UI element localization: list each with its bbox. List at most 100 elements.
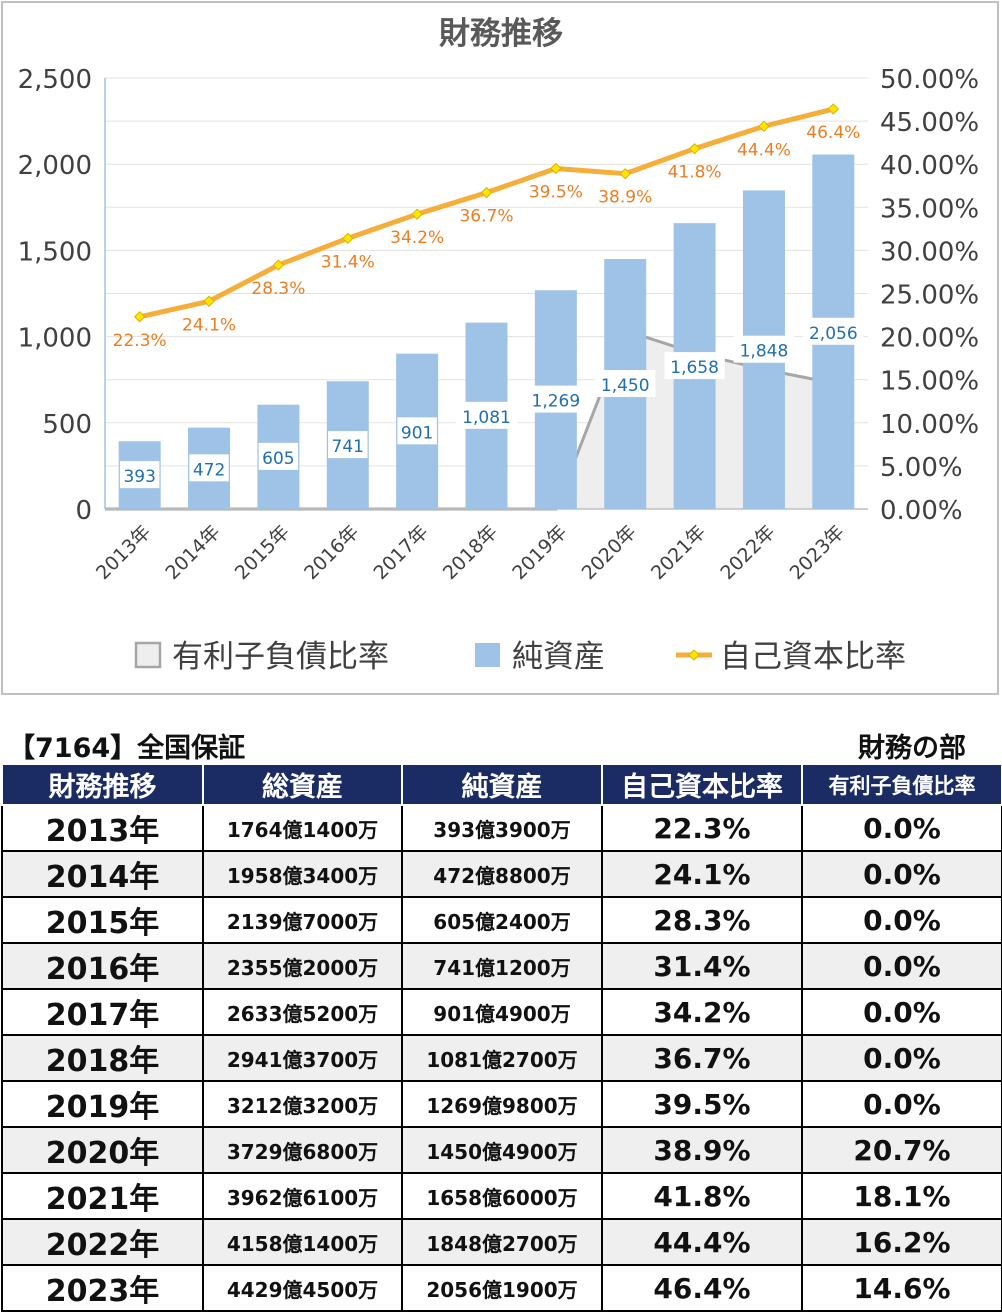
cell-total-assets: 3212億3200万 — [202, 1080, 403, 1128]
equity-ratio-data-label: 31.4% — [321, 252, 375, 272]
table-header-row: 【7164】全国保証 財務の部 — [0, 722, 1002, 764]
y-left-tick-label: 500 — [42, 410, 92, 440]
legend-equity-ratio-marker — [688, 649, 700, 661]
equity-ratio-data-label: 24.1% — [182, 315, 236, 335]
cell-total-assets: 3729億6800万 — [202, 1126, 403, 1174]
y-right-tick-label: 0.00% — [880, 496, 963, 526]
y-right-tick-label: 10.00% — [880, 410, 979, 440]
cell-debt-ratio: 0.0% — [801, 1080, 1002, 1128]
financial-chart: 財務推移 0 500 1,000 1,500 2,000 2,500 0.00% 5.00% 10… — [1, 1, 999, 695]
col-header-debt-ratio: 有利子負債比率 — [801, 763, 1002, 806]
cell-equity-ratio: 28.3% — [601, 896, 803, 944]
cell-year: 2020年 — [1, 1126, 204, 1174]
cell-year: 2021年 — [1, 1172, 204, 1220]
equity-ratio-marker — [203, 295, 215, 307]
cell-equity-ratio: 39.5% — [601, 1080, 803, 1128]
net-assets-label-bg — [258, 442, 299, 470]
table-body: 2013年 1764億1400万 393億3900万 22.3% 0.0% 2014年 19… — [1, 804, 1002, 1312]
equity-ratio-marker — [688, 142, 701, 155]
net-assets-label-bg — [119, 461, 160, 489]
cell-net-assets: 1450億4900万 — [401, 1126, 603, 1174]
equity-ratio-data-label: 44.4% — [737, 140, 791, 160]
cell-debt-ratio: 0.0% — [801, 1034, 1002, 1082]
section-title: 財務の部 — [858, 733, 966, 764]
y-right-tick-label: 5.00% — [880, 453, 963, 483]
equity-ratio-data-label: 39.5% — [529, 183, 583, 203]
cell-net-assets: 1081億2700万 — [401, 1034, 603, 1082]
net-assets-data-label: 1,269 — [532, 392, 581, 412]
cell-equity-ratio: 44.4% — [601, 1218, 803, 1266]
chart-svg: 財務推移 0 500 1,000 1,500 2,000 2,500 0.00% 5.00% 10… — [1, 1, 999, 695]
cell-total-assets: 4158億1400万 — [202, 1218, 403, 1266]
cell-net-assets: 1658億6000万 — [401, 1172, 603, 1220]
net-assets-label-bg — [733, 335, 795, 363]
table-row: 2015年 2139億7000万 605億2400万 28.3% 0.0% — [1, 896, 1002, 944]
table-row: 2023年 4429億4500万 2056億1900万 46.4% 14.6% — [1, 1264, 1002, 1312]
y-left-tick-label: 2,000 — [18, 151, 92, 181]
net-assets-label-bg — [456, 401, 517, 429]
equity-ratio-marker — [758, 120, 770, 132]
equity-ratio-marker — [342, 232, 354, 245]
cell-year: 2023年 — [1, 1264, 204, 1312]
equity-ratio-marker — [827, 103, 840, 115]
company-title: 【7164】全国保証 — [8, 733, 246, 764]
cell-debt-ratio: 0.0% — [801, 896, 1002, 944]
cell-debt-ratio: 0.0% — [801, 988, 1002, 1036]
net-assets-data-label: 2,056 — [809, 324, 858, 344]
net-assets-label-bg — [189, 454, 229, 482]
legend-net-assets-swatch — [475, 643, 500, 667]
col-header-year: 財務推移 — [1, 763, 204, 806]
equity-ratio-data-label: 34.2% — [390, 228, 444, 248]
net-assets-data-label: 472 — [193, 460, 225, 480]
col-header-equity-ratio: 自己資本比率 — [601, 763, 803, 806]
cell-equity-ratio: 31.4% — [601, 942, 803, 990]
net-assets-data-label: 1,658 — [670, 358, 719, 378]
chart-title: 財務推移 — [439, 16, 563, 52]
table-row: 2019年 3212億3200万 1269億9800万 39.5% 0.0% — [1, 1080, 1002, 1128]
cell-net-assets: 472億8800万 — [401, 850, 603, 898]
net-assets-data-label: 901 — [401, 423, 433, 443]
table-row: 2020年 3729億6800万 1450億4900万 38.9% 20.7% — [1, 1126, 1002, 1174]
cell-equity-ratio: 34.2% — [601, 988, 803, 1036]
cell-debt-ratio: 18.1% — [801, 1172, 1002, 1220]
cell-debt-ratio: 0.0% — [801, 850, 1002, 898]
table-row: 2021年 3962億6100万 1658億6000万 41.8% 18.1% — [1, 1172, 1002, 1220]
net-assets-data-label: 605 — [262, 449, 294, 469]
cell-year: 2015年 — [1, 896, 204, 944]
y-left-tick-label: 1,000 — [18, 324, 92, 354]
net-assets-data-label: 393 — [123, 467, 155, 487]
y-left-tick-label: 1,500 — [18, 237, 92, 267]
y-right-tick-label: 25.00% — [880, 281, 979, 311]
net-assets-label-bg — [397, 417, 437, 445]
equity-ratio-marker — [619, 167, 631, 180]
legend-equity-ratio-label: 自己資本比率 — [720, 639, 906, 675]
equity-ratio-marker — [480, 186, 493, 199]
cell-net-assets: 605億2400万 — [401, 896, 603, 944]
cell-year: 2018年 — [1, 1034, 204, 1082]
legend-net-assets-label: 純資産 — [512, 639, 605, 675]
table-row: 2018年 2941億3700万 1081億2700万 36.7% 0.0% — [1, 1034, 1002, 1082]
legend-debt-ratio-swatch — [134, 641, 162, 669]
cell-net-assets: 1269億9800万 — [401, 1080, 603, 1128]
cell-net-assets: 1848億2700万 — [401, 1218, 603, 1266]
y-right-tick-label: 30.00% — [880, 237, 979, 267]
cell-year: 2013年 — [1, 804, 204, 852]
cell-debt-ratio: 14.6% — [801, 1264, 1002, 1312]
table-row: 2022年 4158億1400万 1848億2700万 44.4% 16.2% — [1, 1218, 1002, 1266]
y-left-tick-label: 0 — [75, 496, 92, 526]
table-row: 2016年 2355億2000万 741億1200万 31.4% 0.0% — [1, 942, 1002, 990]
cell-equity-ratio: 22.3% — [601, 804, 803, 852]
equity-ratio-data-label: 28.3% — [251, 279, 305, 299]
cell-debt-ratio: 20.7% — [801, 1126, 1002, 1174]
cell-net-assets: 741億1200万 — [401, 942, 603, 990]
y-right-tick-label: 20.00% — [880, 324, 979, 354]
cell-net-assets: 901億4900万 — [401, 988, 603, 1036]
net-assets-label-bg — [664, 352, 725, 380]
cell-total-assets: 1764億1400万 — [202, 804, 403, 852]
table-column-headers: 財務推移 総資産 純資産 自己資本比率 有利子負債比率 — [1, 763, 1002, 806]
cell-debt-ratio: 0.0% — [801, 804, 1002, 852]
cell-year: 2022年 — [1, 1218, 204, 1266]
equity-ratio-marker — [550, 162, 562, 175]
cell-total-assets: 1958億3400万 — [202, 850, 403, 898]
col-header-net-assets: 純資産 — [401, 763, 603, 806]
